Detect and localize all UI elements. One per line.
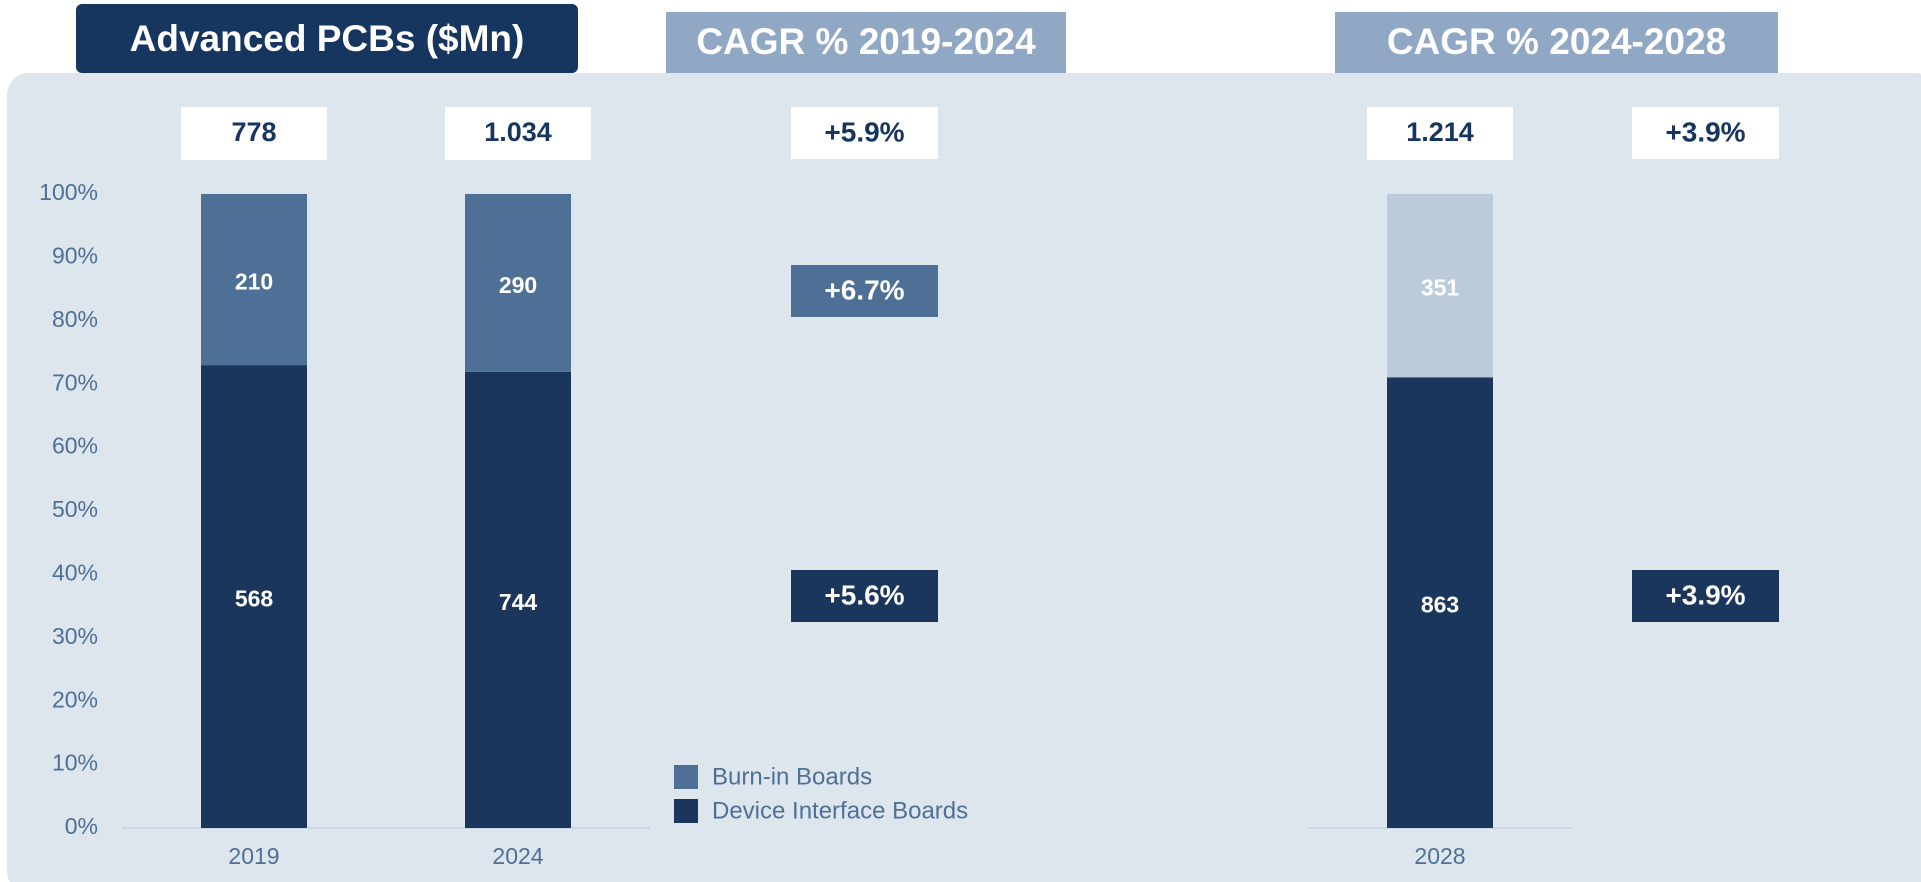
cagr-label: +6.7% xyxy=(824,274,904,305)
cagr-header: CAGR % 2019-2024 xyxy=(696,21,1036,62)
y-tick-label: 90% xyxy=(52,242,98,268)
y-tick-label: 10% xyxy=(52,750,98,776)
cagr-header-box xyxy=(666,12,1066,73)
cagr-box xyxy=(791,570,938,622)
bar-segment xyxy=(201,194,307,366)
y-tick-label: 20% xyxy=(52,686,98,712)
data-label: 351 xyxy=(1421,275,1460,301)
cagr-label: +3.9% xyxy=(1665,116,1745,147)
chart-title: Advanced PCBs ($Mn) xyxy=(130,18,525,59)
cagr-box xyxy=(791,265,938,317)
cagr-label: +5.9% xyxy=(824,116,904,147)
y-tick-label: 70% xyxy=(52,369,98,395)
x-tick-label: 2024 xyxy=(492,843,543,869)
cagr-box xyxy=(1632,107,1779,159)
bar-segment xyxy=(465,194,571,372)
total-box xyxy=(1367,107,1513,160)
legend-swatch xyxy=(674,765,698,789)
cagr-header: CAGR % 2024-2028 xyxy=(1387,21,1726,62)
y-tick-label: 80% xyxy=(52,306,98,332)
y-tick-label: 40% xyxy=(52,559,98,585)
total-label: 1.034 xyxy=(484,117,552,147)
y-tick-label: 60% xyxy=(52,433,98,459)
bar-segment xyxy=(1387,194,1493,378)
total-box xyxy=(445,107,591,160)
data-label: 568 xyxy=(235,586,274,612)
cagr-label: +3.9% xyxy=(1665,579,1745,610)
cagr-label: +5.6% xyxy=(824,579,904,610)
data-label: 210 xyxy=(235,269,273,295)
y-tick-label: 30% xyxy=(52,623,98,649)
y-tick-label: 50% xyxy=(52,496,98,522)
total-label: 1.214 xyxy=(1406,117,1474,147)
cagr-box xyxy=(1632,570,1779,622)
x-tick-label: 2028 xyxy=(1414,843,1465,869)
title-box xyxy=(76,4,578,73)
x-tick-label: 2019 xyxy=(228,843,279,869)
cagr-box xyxy=(791,107,938,159)
bar-segment xyxy=(201,365,307,828)
y-tick-label: 100% xyxy=(39,179,98,205)
y-tick-label: 0% xyxy=(65,813,98,839)
legend-swatch xyxy=(674,799,698,823)
data-label: 290 xyxy=(499,272,537,298)
data-label: 863 xyxy=(1421,592,1459,618)
data-label: 744 xyxy=(499,589,538,615)
cagr-header-box xyxy=(1335,12,1778,73)
bar-segment xyxy=(1387,377,1493,828)
total-label: 778 xyxy=(231,117,276,147)
total-box xyxy=(181,107,327,160)
bar-segment xyxy=(465,371,571,828)
legend-label: Burn-in Boards xyxy=(712,763,872,790)
legend-label: Device Interface Boards xyxy=(712,797,968,824)
